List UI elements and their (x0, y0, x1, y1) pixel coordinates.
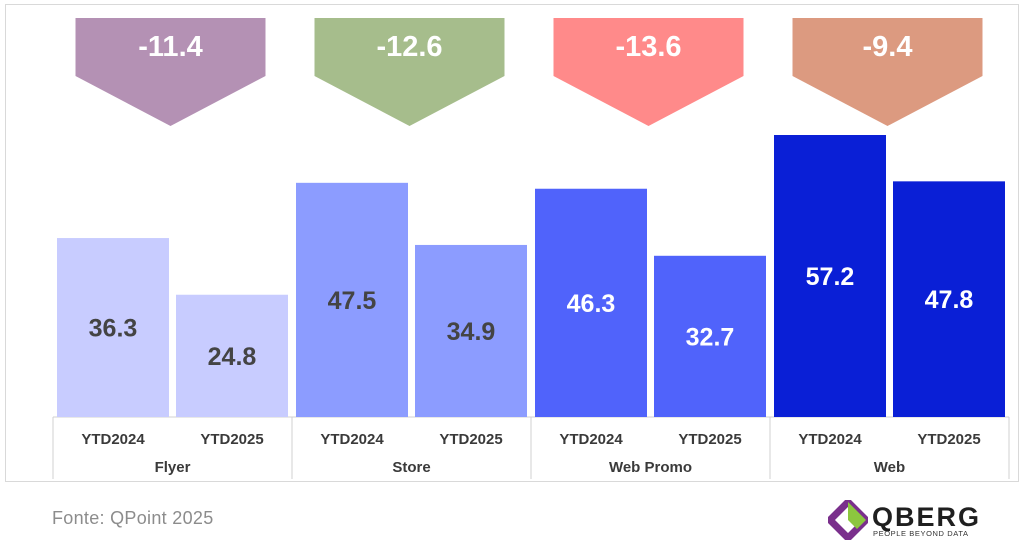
bar-value-label: 24.8 (208, 343, 257, 371)
bar-flyer-ytd2024 (57, 238, 169, 417)
bar-web-promo-ytd2025 (654, 255, 766, 417)
logo-tagline: PEOPLE BEYOND DATA (873, 529, 969, 538)
delta-label: -12.6 (376, 31, 442, 63)
bar-store-ytd2025 (415, 244, 527, 417)
delta-callout (314, 18, 505, 126)
qberg-logo-icon (828, 500, 868, 540)
bar-value-label: 32.7 (686, 323, 735, 351)
group-label: Web (874, 459, 905, 476)
qberg-logo: QBERG PEOPLE BEYOND DATA (826, 500, 979, 540)
bar-store-ytd2024 (296, 182, 408, 417)
delta-callout (792, 18, 983, 126)
bar-web-promo-ytd2024 (535, 188, 647, 417)
group-label: Flyer (155, 459, 191, 476)
bar-value-label: 46.3 (567, 290, 616, 318)
x-tick-label: YTD2025 (917, 431, 980, 448)
bar-web-ytd2025 (893, 181, 1005, 417)
delta-callout (75, 18, 266, 126)
x-tick-label: YTD2024 (559, 431, 623, 448)
bar-value-label: 47.8 (925, 286, 974, 314)
group-label: Web Promo (609, 459, 692, 476)
bar-value-label: 34.9 (447, 318, 496, 346)
group-label: Store (392, 459, 430, 476)
delta-label: -13.6 (615, 31, 681, 63)
source-note: Fonte: QPoint 2025 (52, 508, 214, 528)
x-tick-label: YTD2025 (200, 431, 263, 448)
x-tick-label: YTD2024 (320, 431, 384, 448)
bar-web-ytd2024 (774, 135, 886, 417)
delta-label: -9.4 (863, 31, 913, 63)
x-tick-label: YTD2024 (798, 431, 862, 448)
chart-frame: 36.3 YTD2024 24.8 YTD2025 Flyer -11.4 47.5 YTD2… (5, 4, 1019, 482)
bar-flyer-ytd2025 (176, 294, 288, 417)
bar-value-label: 57.2 (806, 263, 855, 291)
x-tick-label: YTD2025 (678, 431, 741, 448)
x-tick-label: YTD2025 (439, 431, 502, 448)
bar-value-label: 47.5 (328, 287, 377, 315)
x-tick-label: YTD2024 (81, 431, 145, 448)
bar-chart: 36.3 YTD2024 24.8 YTD2025 Flyer -11.4 47.5 YTD2… (52, 18, 1010, 479)
bar-value-label: 36.3 (89, 315, 138, 343)
delta-callout (553, 18, 744, 126)
logo-name: QBERG (872, 502, 982, 532)
delta-label: -11.4 (138, 31, 203, 63)
